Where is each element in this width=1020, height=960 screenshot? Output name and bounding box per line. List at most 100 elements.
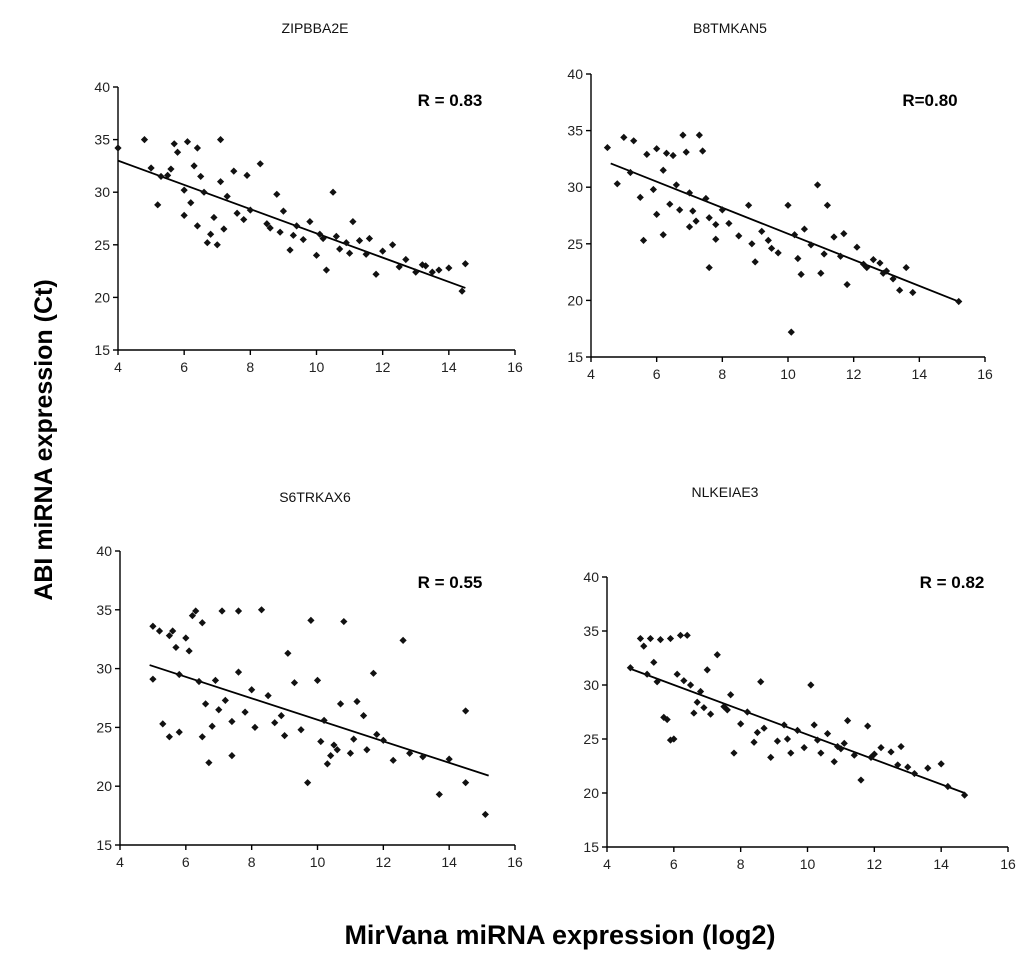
x-tick-label: 8 xyxy=(246,359,254,375)
x-tick-label: 14 xyxy=(441,854,457,870)
data-point xyxy=(725,219,733,228)
data-point xyxy=(223,192,231,201)
data-point xyxy=(422,262,430,270)
data-point xyxy=(662,149,671,157)
data-point xyxy=(857,776,865,784)
data-point xyxy=(246,206,254,214)
data-point xyxy=(185,647,193,655)
data-point xyxy=(680,677,688,685)
data-point xyxy=(277,712,285,720)
data-point xyxy=(703,666,711,674)
x-tick-label: 12 xyxy=(375,359,391,375)
x-tick-label: 10 xyxy=(800,856,816,872)
data-point xyxy=(481,810,489,819)
data-point xyxy=(362,250,370,258)
data-point xyxy=(149,622,157,630)
data-point xyxy=(882,267,891,275)
data-point xyxy=(276,228,284,236)
data-point xyxy=(659,166,667,174)
data-point xyxy=(317,737,325,746)
data-point xyxy=(887,748,895,756)
data-point xyxy=(406,749,414,757)
y-tick-label: 25 xyxy=(583,731,599,747)
data-point xyxy=(955,297,963,306)
data-point xyxy=(699,147,707,155)
data-point xyxy=(333,746,341,754)
y-tick-label: 15 xyxy=(567,349,583,365)
data-point xyxy=(336,700,345,708)
data-point xyxy=(743,708,751,716)
data-point xyxy=(445,755,453,763)
data-point xyxy=(201,700,210,708)
data-point xyxy=(910,769,919,778)
correlation-annotation: R = 0.82 xyxy=(920,573,985,592)
data-point xyxy=(753,728,761,737)
data-point xyxy=(182,634,190,642)
data-point xyxy=(248,686,256,694)
data-point xyxy=(760,724,768,732)
x-tick-label: 4 xyxy=(116,854,124,870)
data-point xyxy=(909,288,917,297)
x-tick-label: 14 xyxy=(933,856,949,872)
x-tick-label: 10 xyxy=(310,854,326,870)
data-point xyxy=(706,710,715,718)
y-tick-label: 15 xyxy=(94,342,110,358)
data-point xyxy=(241,708,249,716)
data-point xyxy=(659,231,667,239)
x-tick-label: 8 xyxy=(737,856,745,872)
data-point xyxy=(327,752,335,760)
data-point xyxy=(205,759,213,767)
data-point xyxy=(790,231,799,239)
data-point xyxy=(653,678,661,686)
data-point xyxy=(787,749,795,757)
data-point xyxy=(643,150,651,158)
x-tick-label: 6 xyxy=(670,856,678,872)
data-point xyxy=(643,670,651,678)
y-tick-label: 30 xyxy=(94,184,110,200)
data-point xyxy=(336,245,344,253)
data-point xyxy=(640,642,648,650)
y-tick-label: 30 xyxy=(583,677,599,693)
data-point xyxy=(639,236,648,245)
x-tick-label: 8 xyxy=(718,366,726,382)
data-point xyxy=(656,636,665,644)
data-point xyxy=(284,649,292,657)
data-point xyxy=(330,741,338,749)
data-point xyxy=(767,244,776,252)
data-point xyxy=(412,268,420,276)
x-tick-label: 16 xyxy=(1000,856,1016,872)
data-point xyxy=(626,664,634,672)
y-tick-label: 35 xyxy=(583,623,599,639)
data-point xyxy=(316,230,324,238)
data-point xyxy=(787,328,795,336)
data-point xyxy=(902,263,910,272)
data-point xyxy=(169,627,177,635)
data-point xyxy=(686,681,695,689)
data-point xyxy=(293,222,301,230)
x-tick-label: 10 xyxy=(309,359,325,375)
data-point xyxy=(218,607,226,615)
data-point xyxy=(251,723,259,731)
data-point xyxy=(830,758,838,766)
data-point xyxy=(279,207,288,215)
data-point xyxy=(613,180,621,188)
data-point xyxy=(395,263,403,271)
x-tick-label: 4 xyxy=(587,366,595,382)
data-point xyxy=(170,140,178,148)
data-point xyxy=(794,254,802,263)
data-point xyxy=(228,752,236,760)
data-point xyxy=(462,707,470,715)
scatter-panel-1: ZIPBBA2E R = 0.83 15 20 25 30 35 40 4 6 8 10 12 14 16 xyxy=(94,20,523,375)
data-point xyxy=(195,677,203,686)
data-point xyxy=(723,706,731,714)
data-point xyxy=(312,251,321,259)
y-tick-label: 40 xyxy=(583,569,599,585)
data-point xyxy=(175,728,183,736)
data-point xyxy=(817,749,825,757)
panel-title: S6TRKAX6 xyxy=(279,489,351,505)
data-point xyxy=(676,631,685,639)
data-point xyxy=(737,720,745,728)
data-point xyxy=(461,260,469,268)
data-point xyxy=(346,749,355,757)
data-point xyxy=(751,258,759,266)
